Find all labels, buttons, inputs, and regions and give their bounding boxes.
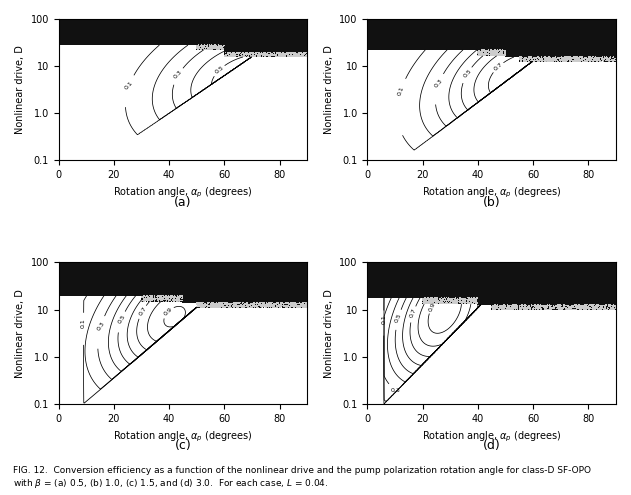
- Text: 0.1: 0.1: [81, 318, 86, 328]
- Text: 0.3: 0.3: [173, 69, 184, 80]
- Text: 0.7: 0.7: [409, 307, 418, 318]
- Text: FIG. 12.  Conversion efficiency as a function of the nonlinear drive and the pum: FIG. 12. Conversion efficiency as a func…: [13, 466, 591, 490]
- Y-axis label: Nonlinear drive, D: Nonlinear drive, D: [324, 45, 334, 134]
- Text: 0.7: 0.7: [138, 306, 148, 317]
- Text: 0.5: 0.5: [117, 314, 126, 325]
- Text: 0.1: 0.1: [381, 314, 386, 324]
- X-axis label: Rotation angle, $\alpha_p$ (degrees): Rotation angle, $\alpha_p$ (degrees): [422, 429, 562, 444]
- X-axis label: Rotation angle, $\alpha_p$ (degrees): Rotation angle, $\alpha_p$ (degrees): [422, 186, 562, 200]
- Text: 0.3: 0.3: [391, 388, 401, 393]
- Text: (c): (c): [175, 439, 191, 452]
- Text: 0.3: 0.3: [434, 78, 444, 89]
- Text: 0.9: 0.9: [163, 306, 174, 317]
- Text: 0.9: 0.9: [428, 301, 436, 312]
- Text: 0.5: 0.5: [214, 65, 225, 75]
- Text: 0.5: 0.5: [463, 68, 473, 79]
- Y-axis label: Nonlinear drive, D: Nonlinear drive, D: [15, 289, 25, 378]
- Text: 0.1: 0.1: [124, 80, 134, 90]
- Text: 0.1: 0.1: [397, 85, 405, 96]
- Text: (b): (b): [483, 196, 500, 209]
- Y-axis label: Nonlinear drive, D: Nonlinear drive, D: [15, 45, 25, 134]
- Y-axis label: Nonlinear drive, D: Nonlinear drive, D: [324, 289, 334, 378]
- X-axis label: Rotation angle, $\alpha_p$ (degrees): Rotation angle, $\alpha_p$ (degrees): [113, 429, 253, 444]
- Text: 0.7: 0.7: [493, 62, 504, 72]
- Text: 0.3: 0.3: [96, 321, 106, 332]
- X-axis label: Rotation angle, $\alpha_p$ (degrees): Rotation angle, $\alpha_p$ (degrees): [113, 186, 253, 200]
- Text: (d): (d): [483, 439, 500, 452]
- Text: 0.5: 0.5: [394, 312, 403, 323]
- Text: (a): (a): [174, 196, 192, 209]
